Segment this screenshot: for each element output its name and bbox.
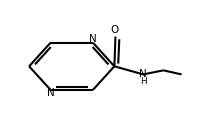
Text: N: N — [139, 69, 147, 79]
Text: H: H — [140, 77, 146, 86]
Text: O: O — [110, 26, 119, 35]
Text: N: N — [47, 88, 54, 98]
Text: N: N — [89, 34, 97, 44]
